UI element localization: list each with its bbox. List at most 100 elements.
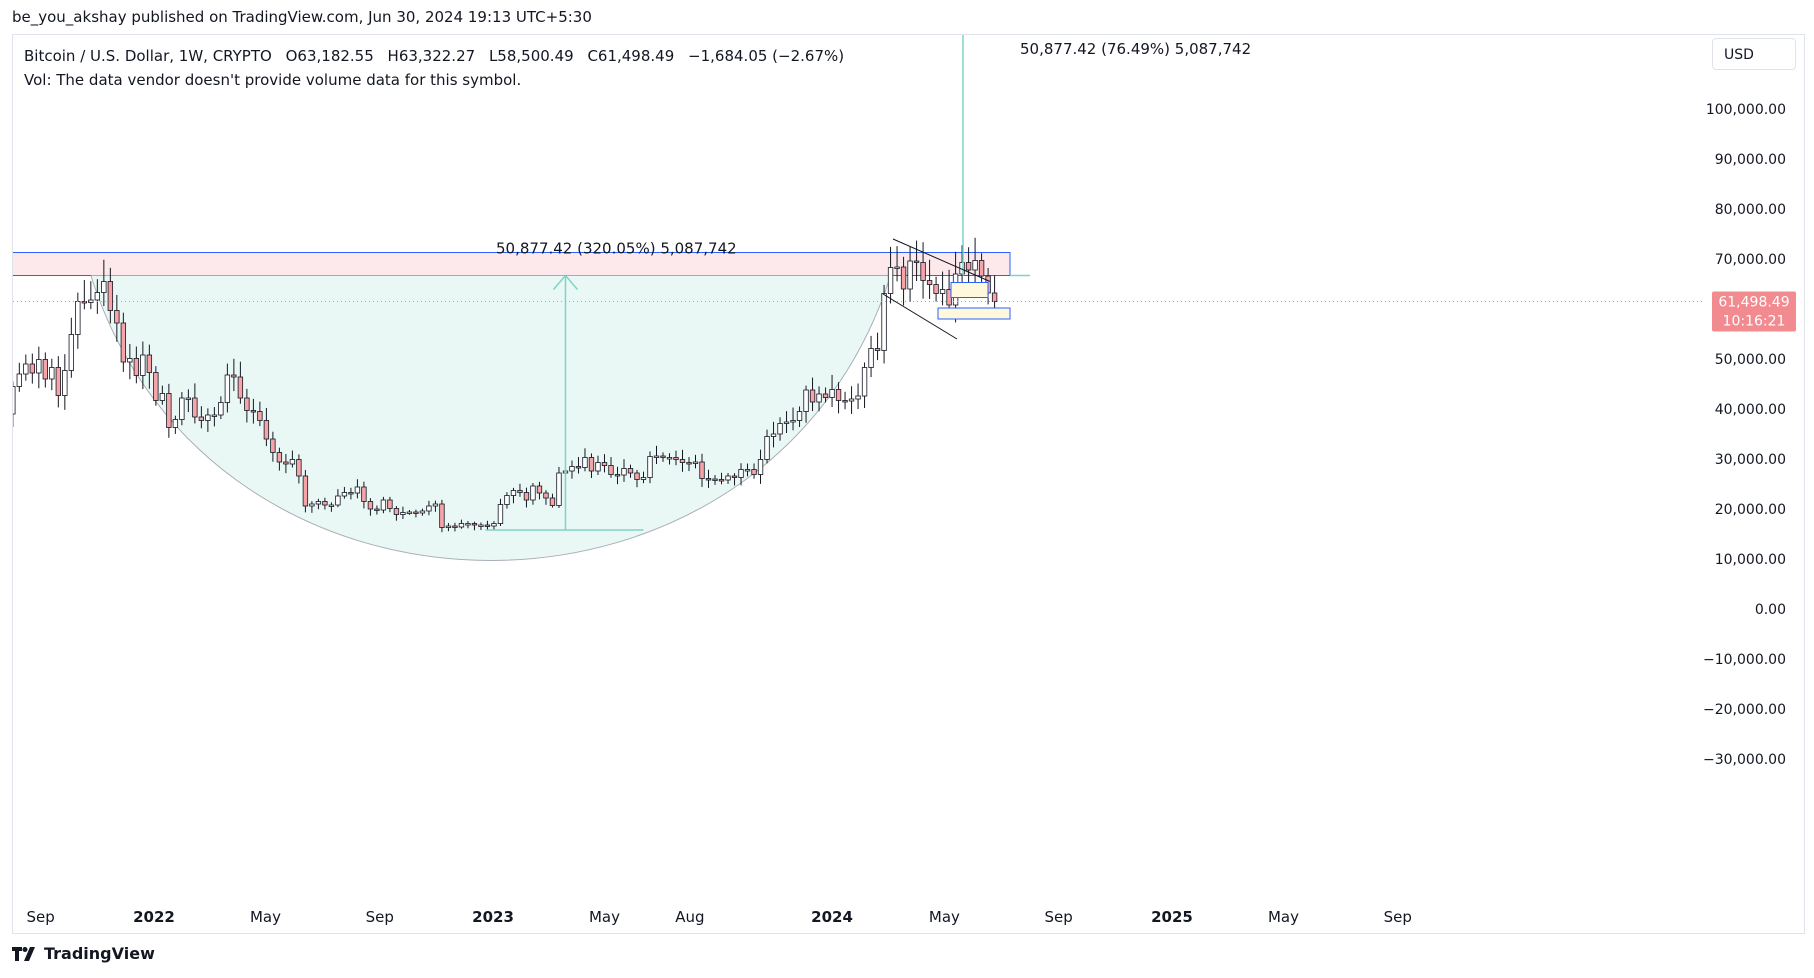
candle-body bbox=[497, 504, 504, 524]
candle-body bbox=[55, 367, 62, 396]
candle-body bbox=[614, 474, 621, 477]
candle-body bbox=[348, 492, 354, 495]
candle-body bbox=[822, 393, 829, 398]
candle-body bbox=[458, 523, 465, 528]
tradingview-logo[interactable]: TradingView bbox=[12, 944, 155, 963]
measure-1-label: 50,877.42 (320.05%) 5,087,742 bbox=[496, 240, 737, 258]
candle-body bbox=[23, 363, 29, 375]
candle-body bbox=[211, 414, 218, 417]
candle-body bbox=[640, 477, 647, 480]
candle-body bbox=[465, 523, 471, 526]
candle-body bbox=[166, 393, 172, 428]
candle-body bbox=[556, 472, 562, 506]
candle-body bbox=[237, 376, 244, 399]
candle-body bbox=[608, 465, 614, 475]
x-tick-label: May bbox=[589, 908, 620, 926]
candle-body bbox=[101, 281, 107, 293]
candle-body bbox=[250, 410, 257, 413]
candle-body bbox=[68, 334, 75, 371]
ohlc-low: L58,500.49 bbox=[488, 47, 574, 65]
ohlc-close: C61,498.49 bbox=[587, 47, 675, 65]
x-tick-label: 2025 bbox=[1151, 908, 1193, 926]
candle-body bbox=[666, 457, 673, 460]
candle-body bbox=[543, 492, 549, 499]
candle-body bbox=[718, 479, 725, 482]
candle-body bbox=[484, 524, 491, 527]
candle-body bbox=[354, 486, 361, 494]
candle-body bbox=[263, 420, 270, 440]
y-tick-label: 90,000.00 bbox=[1715, 152, 1786, 168]
candle-body bbox=[991, 292, 998, 302]
candle-body bbox=[972, 260, 978, 271]
x-tick-label: 2023 bbox=[472, 908, 514, 926]
y-tick-label: 0.00 bbox=[1755, 602, 1786, 618]
candle-body bbox=[660, 455, 666, 458]
candle-body bbox=[809, 389, 816, 403]
candle-body bbox=[257, 411, 263, 421]
candle-body bbox=[13, 386, 16, 415]
candle-body bbox=[419, 510, 426, 514]
candle-body bbox=[309, 503, 315, 507]
candle-body bbox=[380, 499, 387, 511]
candle-body bbox=[133, 358, 140, 376]
candle-body bbox=[816, 393, 822, 403]
candle-body bbox=[757, 459, 764, 475]
candle-body bbox=[393, 508, 400, 515]
candle-body bbox=[764, 436, 770, 460]
y-tick-label: −30,000.00 bbox=[1703, 752, 1786, 768]
candle-body bbox=[283, 461, 289, 465]
x-tick-label: Sep bbox=[27, 908, 55, 926]
chart-frame bbox=[12, 34, 1805, 934]
candle-body bbox=[361, 486, 367, 502]
y-tick-label: 80,000.00 bbox=[1715, 202, 1786, 218]
candle-body bbox=[634, 472, 640, 480]
candle-body bbox=[270, 438, 276, 453]
candle-body bbox=[114, 310, 120, 324]
candle-body bbox=[725, 475, 731, 481]
candle-body bbox=[445, 525, 452, 528]
candle-body bbox=[198, 416, 205, 421]
candle-body bbox=[471, 523, 478, 526]
y-tick-label: −20,000.00 bbox=[1703, 702, 1786, 718]
y-tick-label: 70,000.00 bbox=[1715, 252, 1786, 268]
candle-body bbox=[315, 501, 322, 505]
x-tick-label: May bbox=[250, 908, 281, 926]
candle-body bbox=[595, 462, 601, 472]
symbol-name[interactable]: Bitcoin / U.S. Dollar, 1W, CRYPTO bbox=[24, 47, 272, 65]
candle-body bbox=[406, 511, 413, 514]
ohlc-open: O63,182.55 bbox=[285, 47, 374, 65]
candle-body bbox=[16, 373, 22, 387]
candle-body bbox=[926, 280, 933, 285]
candle-body bbox=[374, 508, 380, 511]
candle-body bbox=[75, 301, 81, 335]
candle-body bbox=[192, 397, 198, 418]
publisher-line: be_you_akshay published on TradingView.c… bbox=[12, 8, 592, 26]
candle-body bbox=[296, 459, 302, 477]
candle-body bbox=[751, 469, 757, 475]
currency-button[interactable]: USD bbox=[1712, 38, 1796, 70]
x-tick-label: May bbox=[1268, 908, 1299, 926]
candle-body bbox=[413, 511, 419, 514]
candle-body bbox=[478, 524, 484, 527]
candle-body bbox=[712, 478, 718, 481]
candle-body bbox=[777, 423, 783, 435]
countdown-label: 10:16:21 bbox=[1723, 314, 1786, 330]
candle-body bbox=[939, 289, 946, 294]
candle-body bbox=[94, 292, 101, 301]
candle-body bbox=[36, 359, 42, 374]
candle-body bbox=[790, 420, 796, 423]
tradingview-logo-icon bbox=[12, 946, 35, 961]
candle-body bbox=[328, 504, 335, 507]
candle-body bbox=[426, 505, 432, 512]
y-tick-label: 40,000.00 bbox=[1715, 402, 1786, 418]
candle-body bbox=[913, 260, 920, 263]
candle-body bbox=[172, 419, 179, 428]
candle-body bbox=[920, 262, 926, 281]
measure-2-label: 50,877.42 (76.49%) 5,087,742 bbox=[1020, 40, 1251, 58]
candle-body bbox=[400, 512, 406, 515]
x-tick-label: 2022 bbox=[133, 908, 175, 926]
brand-text: TradingView bbox=[44, 944, 155, 963]
candle-body bbox=[894, 266, 900, 269]
symbol-legend: Bitcoin / U.S. Dollar, 1W, CRYPTO O63,18… bbox=[24, 44, 844, 92]
